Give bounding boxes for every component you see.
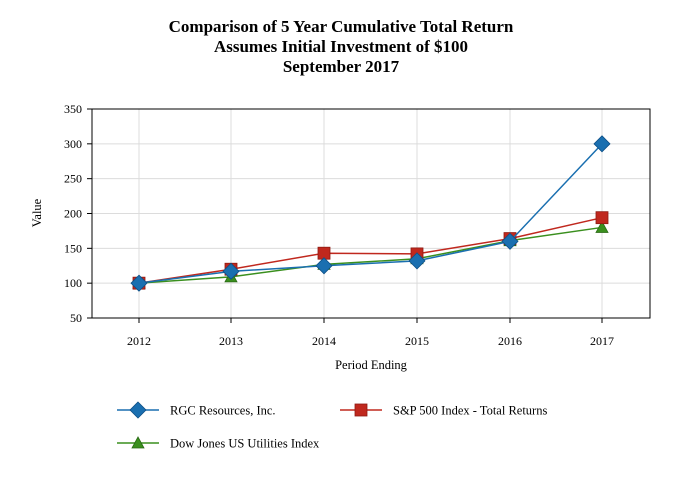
legend-label-2: Dow Jones US Utilities Index bbox=[170, 437, 320, 451]
y-tick-label: 100 bbox=[64, 276, 82, 290]
chart-title-line-1: Comparison of 5 Year Cumulative Total Re… bbox=[168, 17, 514, 36]
plot-frame bbox=[91, 108, 651, 319]
x-tick-label: 2017 bbox=[590, 334, 614, 348]
legend-label-1: S&P 500 Index - Total Returns bbox=[393, 404, 547, 418]
legend-label-0: RGC Resources, Inc. bbox=[170, 404, 276, 418]
y-tick-label: 300 bbox=[64, 137, 82, 151]
x-tick-label: 2015 bbox=[405, 334, 429, 348]
data-point-0-2017 bbox=[593, 135, 611, 153]
x-axis-ticks: 2012 2013 2014 2015 2016 2017 bbox=[127, 318, 614, 348]
series-line-0 bbox=[138, 143, 603, 284]
series-line-1 bbox=[138, 216, 603, 284]
data-point-1-2017 bbox=[595, 211, 609, 225]
x-tick-label: 2014 bbox=[312, 334, 336, 348]
x-tick-label: 2016 bbox=[498, 334, 522, 348]
data-point-0-2013 bbox=[222, 262, 240, 280]
data-point-0-2016 bbox=[501, 232, 519, 250]
legend-marker-1 bbox=[354, 403, 368, 417]
legend-item-2: Dow Jones US Utilities Index bbox=[117, 436, 320, 451]
y-tick-label: 150 bbox=[64, 241, 82, 255]
y-axis-label: Value bbox=[30, 198, 44, 227]
series-2 bbox=[132, 220, 609, 289]
y-tick-label: 200 bbox=[64, 207, 82, 221]
data-point-0-2015 bbox=[408, 252, 426, 270]
legend-marker-2 bbox=[131, 436, 145, 449]
y-tick-label: 250 bbox=[64, 172, 82, 186]
x-tick-label: 2012 bbox=[127, 334, 151, 348]
series-1 bbox=[132, 211, 609, 290]
legend-marker-0 bbox=[129, 401, 147, 419]
legend-item-1: S&P 500 Index - Total Returns bbox=[340, 404, 547, 418]
series-0 bbox=[130, 135, 611, 292]
data-point-2-2017 bbox=[595, 220, 609, 233]
x-tick-label: 2013 bbox=[219, 334, 243, 348]
y-axis-ticks: 50 100 150 200 250 300 350 bbox=[64, 102, 92, 325]
y-tick-label: 50 bbox=[70, 311, 82, 325]
series-line-2 bbox=[138, 226, 603, 284]
chart-title-line-2: Assumes Initial Investment of $100 bbox=[213, 37, 469, 56]
y-tick-label: 350 bbox=[64, 102, 82, 116]
legend-item-0: RGC Resources, Inc. bbox=[117, 401, 276, 419]
data-point-0-2012 bbox=[130, 274, 148, 292]
chart-title-line-3: September 2017 bbox=[282, 57, 400, 76]
grid-lines bbox=[92, 108, 650, 319]
x-axis-label: Period Ending bbox=[335, 358, 408, 372]
data-point-0-2014 bbox=[315, 257, 333, 275]
series-group bbox=[130, 135, 611, 292]
legend: RGC Resources, Inc. S&P 500 Index - Total… bbox=[117, 401, 547, 451]
